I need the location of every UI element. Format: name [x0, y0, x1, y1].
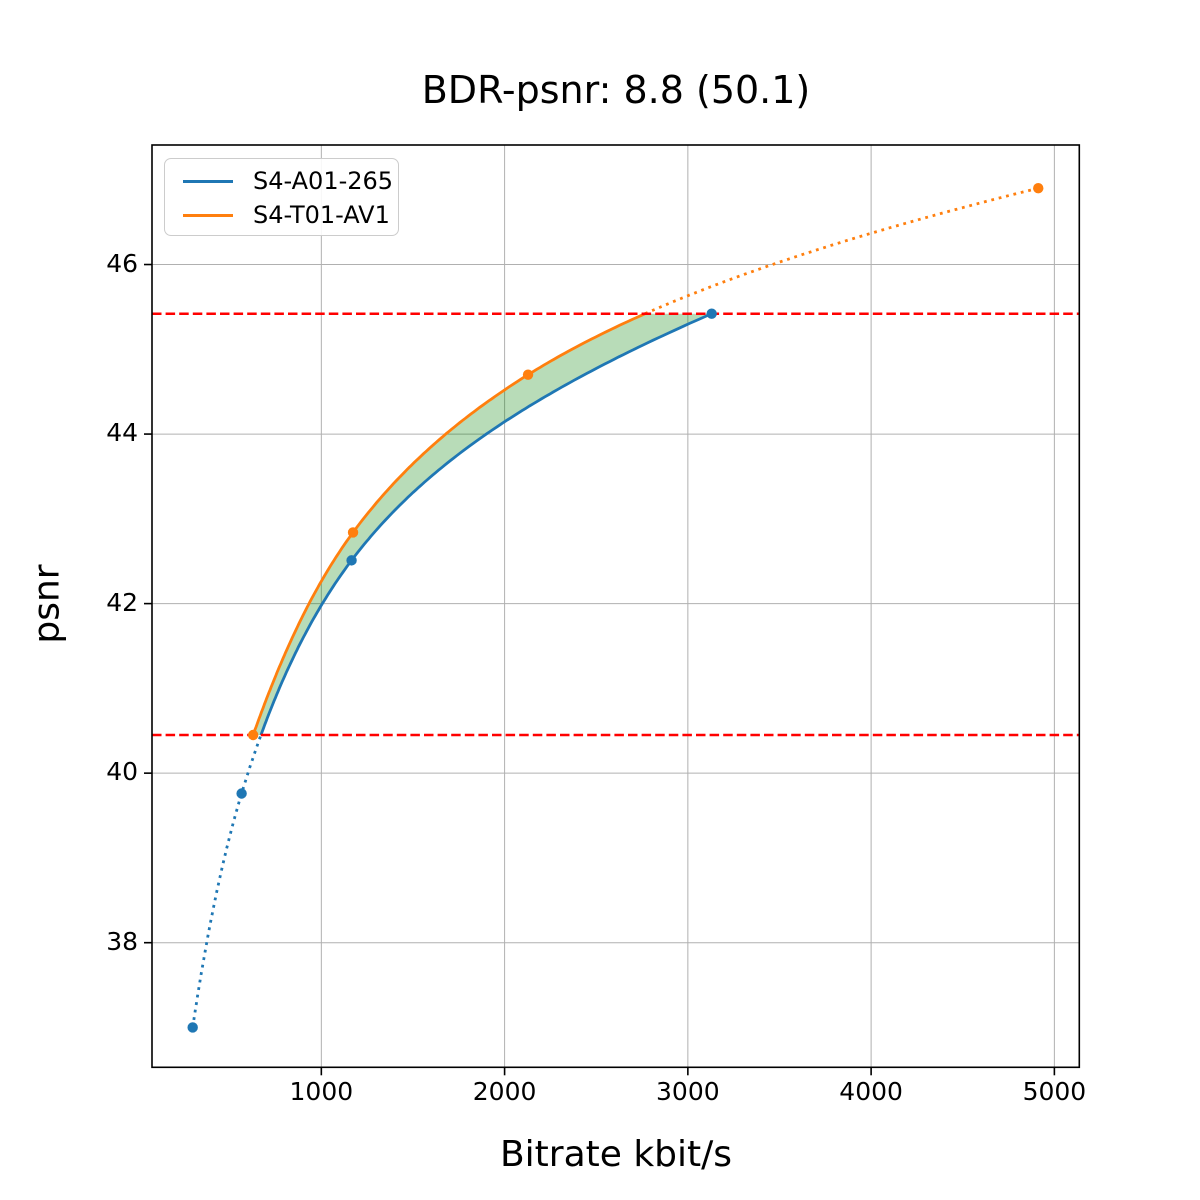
- legend-item-s4-a01-265: S4-A01-265: [175, 166, 398, 196]
- curve-s4-t01-av1-dotted: [644, 186, 1039, 315]
- x-tick-label: 2000: [472, 1077, 537, 1106]
- x-tick-label: 1000: [289, 1077, 354, 1106]
- y-tick-label: 40: [106, 757, 138, 787]
- curve-s4-a01-265-solid: [259, 312, 713, 736]
- legend-label: S4-T01-AV1: [253, 201, 390, 229]
- legend-line-sample-orange: [183, 213, 233, 217]
- x-tick-label: 4000: [839, 1077, 903, 1106]
- x-axis-label: Bitrate kbit/s: [499, 1134, 733, 1175]
- data-point-s4-a01-265: [706, 308, 717, 319]
- data-point-s4-a01-265: [187, 1022, 198, 1033]
- legend-item-s4-t01-av1: S4-T01-AV1: [175, 200, 398, 230]
- y-tick-label: 44: [106, 418, 138, 448]
- data-point-s4-a01-265: [236, 788, 247, 799]
- y-tick-label: 46: [106, 248, 138, 278]
- y-tick-label: 42: [106, 587, 138, 617]
- y-tick-label: 38: [106, 926, 138, 956]
- chart-title: BDR-psnr: 8.8 (50.1): [421, 68, 811, 112]
- bd-fill-region: [253, 313, 712, 735]
- curve-s4-a01-265-dotted: [191, 734, 263, 1028]
- legend-line-sample-blue: [183, 179, 233, 183]
- data-point-s4-a01-265: [346, 555, 357, 566]
- legend-label: S4-A01-265: [253, 167, 394, 195]
- x-tick-label: 3000: [656, 1077, 720, 1106]
- data-point-s4-t01-av1: [247, 729, 259, 741]
- data-point-s4-t01-av1: [347, 527, 359, 538]
- curve-s4-t01-av1-solid: [251, 312, 646, 736]
- data-point-s4-t01-av1: [1033, 183, 1044, 194]
- legend: S4-A01-265 S4-T01-AV1: [164, 158, 399, 236]
- x-tick-label: 5000: [1022, 1077, 1087, 1106]
- data-point-s4-t01-av1: [522, 369, 534, 380]
- plot-border: [151, 144, 1081, 1069]
